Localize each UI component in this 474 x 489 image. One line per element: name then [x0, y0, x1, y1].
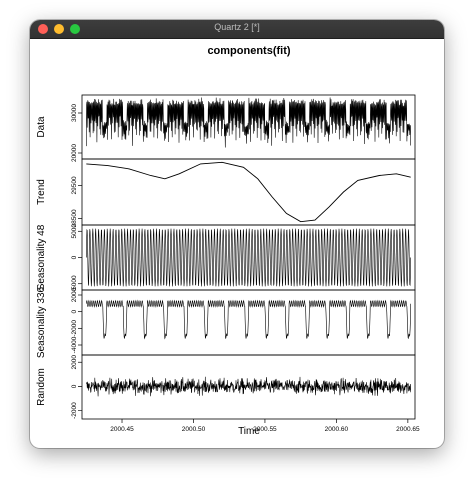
panel-ylabel: Data [36, 116, 47, 138]
panel-frame [81, 354, 416, 420]
y-tick-label: -2000 [71, 402, 78, 419]
panel-frame [81, 289, 416, 356]
x-tick-label: 2000.55 [253, 426, 277, 433]
y-tick-label: 2000 [71, 287, 78, 302]
y-tick-label: -4000 [71, 336, 78, 353]
panels-group: Data2000030000Trend2850029500Seasonality… [36, 94, 416, 420]
panel-frame [81, 158, 416, 226]
y-tick-label: 20000 [71, 144, 78, 162]
panel-random: Random -2000 0 2000 [36, 354, 416, 420]
plot-area: components(fit) Data 20000 30000 Trend 28500… [30, 39, 444, 448]
x-tick-label: 2000.50 [182, 426, 206, 433]
components-chart: components(fit) Data2000030000Trend28500… [36, 45, 420, 437]
series-line-seasonality-48 [86, 228, 411, 287]
series-line-random [86, 376, 411, 397]
x-axis-label: Time [238, 426, 260, 437]
panel-seasonality-336: Seasonality 336 -4000-2000 0 2000 [36, 286, 416, 358]
y-tick-label: 0 [71, 255, 78, 259]
y-tick-label: 0 [71, 309, 78, 313]
y-tick-label: -5000 [71, 275, 78, 292]
title-bar[interactable]: Quartz 2 [*] [30, 20, 444, 39]
y-tick-label: 0 [71, 384, 78, 388]
panel-seasonality-48: Seasonality 48 -5000 0 5000 [36, 224, 416, 292]
panel-ylabel: Random [36, 368, 47, 406]
panel-trend: Trend 28500 29500 [36, 158, 416, 227]
y-tick-label: -2000 [71, 320, 78, 337]
plot-window: Quartz 2 [*] components(fit) Data 20000 30… [30, 20, 444, 448]
close-button[interactable] [38, 24, 48, 34]
maximize-button[interactable] [70, 24, 80, 34]
x-tick-label: 2000.60 [325, 426, 349, 433]
y-tick-label: 5000 [71, 224, 78, 239]
series-line-seasonality-336 [86, 299, 411, 340]
panel-data: Data 20000 30000 [36, 94, 416, 162]
series-line-trend [86, 161, 411, 223]
minimize-button[interactable] [54, 24, 64, 34]
y-tick-label: 28500 [71, 209, 78, 227]
x-tick-label: 2000.65 [396, 426, 420, 433]
series-line-data [86, 97, 411, 148]
y-tick-label: 29500 [71, 176, 78, 194]
x-tick-label: 2000.45 [110, 426, 134, 433]
window-title: Quartz 2 [*] [214, 22, 260, 32]
panel-ylabel: Seasonality 48 [36, 224, 47, 290]
panel-ylabel: Seasonality 336 [36, 286, 47, 358]
panel-ylabel: Trend [36, 179, 47, 205]
y-tick-label: 2000 [71, 355, 78, 370]
chart-title: components(fit) [207, 45, 290, 57]
y-tick-label: 30000 [71, 104, 78, 122]
x-axis: 2000.45 2000.50 2000.55 2000.60 2000.65 [110, 419, 420, 433]
